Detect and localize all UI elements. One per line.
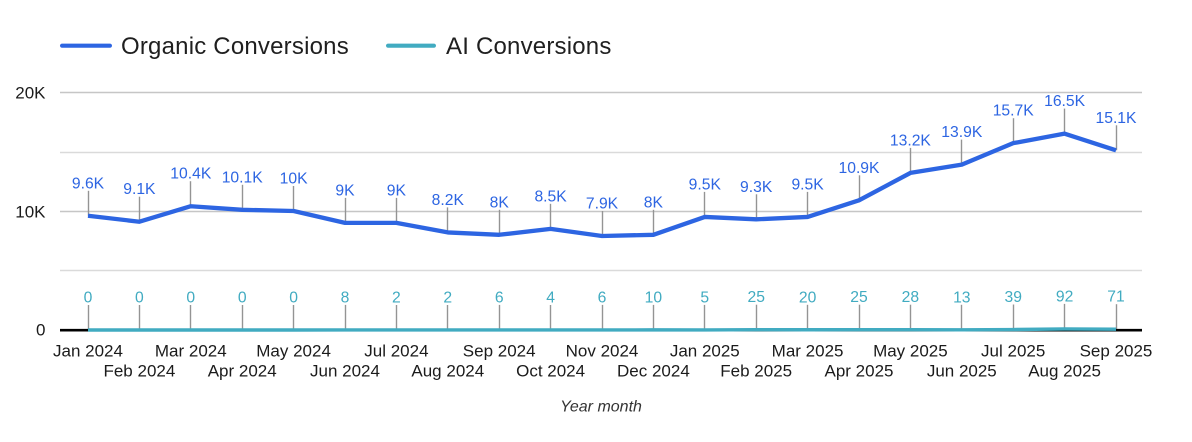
svg-text:Dec 2024: Dec 2024 [617,362,690,381]
svg-text:Oct 2024: Oct 2024 [516,362,585,381]
svg-text:92: 92 [1056,288,1073,305]
svg-text:15.1K: 15.1K [1096,110,1138,127]
svg-text:Year month: Year month [560,399,642,416]
svg-text:15.7K: 15.7K [993,103,1035,120]
svg-text:Sep 2024: Sep 2024 [463,342,536,361]
svg-text:AI Conversions: AI Conversions [446,33,612,60]
svg-text:16.5K: 16.5K [1044,93,1086,110]
svg-text:20K: 20K [15,84,46,103]
svg-text:8: 8 [341,289,350,306]
svg-text:0: 0 [36,321,45,340]
svg-text:Jan 2025: Jan 2025 [670,342,740,361]
svg-text:10: 10 [645,289,663,306]
svg-text:Aug 2024: Aug 2024 [411,362,484,381]
svg-text:0: 0 [135,290,144,307]
svg-text:Jul 2025: Jul 2025 [981,342,1045,361]
svg-text:20: 20 [799,289,817,306]
svg-text:Jan 2024: Jan 2024 [53,342,123,361]
svg-text:Sep 2025: Sep 2025 [1080,342,1153,361]
svg-text:0: 0 [84,290,93,307]
svg-text:8.2K: 8.2K [432,192,465,209]
svg-text:10.1K: 10.1K [222,169,264,186]
svg-text:8K: 8K [490,194,510,211]
svg-text:10K: 10K [280,171,308,188]
svg-text:9.6K: 9.6K [72,175,105,192]
svg-text:13.9K: 13.9K [941,124,983,141]
svg-text:Jul 2024: Jul 2024 [364,342,428,361]
svg-text:10.4K: 10.4K [170,166,212,183]
svg-text:13.2K: 13.2K [890,132,932,149]
svg-text:Jun 2025: Jun 2025 [927,362,997,381]
svg-text:Mar 2025: Mar 2025 [772,342,844,361]
svg-text:Apr 2024: Apr 2024 [208,362,277,381]
svg-text:Apr 2025: Apr 2025 [825,362,894,381]
svg-text:25: 25 [850,289,868,306]
svg-text:Aug 2025: Aug 2025 [1028,362,1101,381]
svg-text:10K: 10K [15,203,46,222]
svg-text:9K: 9K [387,182,407,199]
svg-text:Mar 2024: Mar 2024 [155,342,227,361]
svg-text:2: 2 [392,290,401,307]
svg-text:0: 0 [186,290,195,307]
svg-text:25: 25 [747,289,765,306]
svg-text:4: 4 [546,290,555,307]
svg-text:6: 6 [495,289,504,306]
svg-text:9.1K: 9.1K [123,181,156,198]
svg-text:71: 71 [1107,289,1124,306]
svg-text:9.3K: 9.3K [740,179,773,196]
svg-text:6: 6 [598,289,607,306]
svg-text:Feb 2024: Feb 2024 [103,362,175,381]
svg-text:9K: 9K [335,182,355,199]
svg-text:0: 0 [289,290,298,307]
svg-text:39: 39 [1004,289,1021,306]
svg-text:9.5K: 9.5K [791,176,824,193]
svg-text:9.5K: 9.5K [689,176,722,193]
svg-text:May 2024: May 2024 [256,342,331,361]
svg-text:2: 2 [443,290,452,307]
svg-text:8K: 8K [644,194,664,211]
svg-text:28: 28 [902,289,920,306]
svg-text:Nov 2024: Nov 2024 [566,342,639,361]
svg-text:5: 5 [700,289,709,306]
svg-text:May 2025: May 2025 [873,342,948,361]
svg-text:Organic Conversions: Organic Conversions [121,33,349,60]
svg-text:Feb 2025: Feb 2025 [720,362,792,381]
svg-text:10.9K: 10.9K [839,160,881,177]
svg-text:Jun 2024: Jun 2024 [310,362,380,381]
svg-text:13: 13 [953,289,971,306]
svg-text:0: 0 [238,290,247,307]
svg-text:8.5K: 8.5K [534,188,567,205]
svg-text:7.9K: 7.9K [586,196,619,213]
